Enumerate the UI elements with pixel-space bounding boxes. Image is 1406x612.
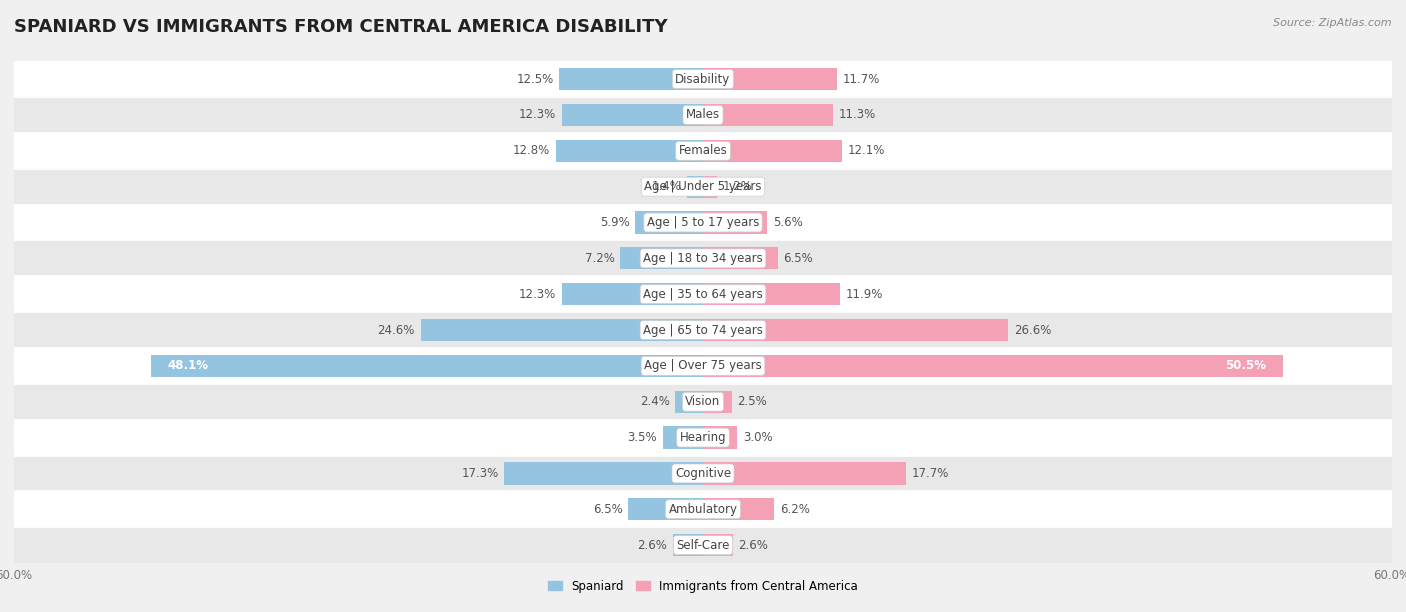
Text: Hearing: Hearing [679,431,727,444]
Bar [703,462,907,485]
Bar [688,176,703,198]
Text: 2.4%: 2.4% [640,395,669,408]
Text: Cognitive: Cognitive [675,467,731,480]
Text: Ambulatory: Ambulatory [668,503,738,516]
Text: 26.6%: 26.6% [1014,324,1052,337]
Text: 12.5%: 12.5% [516,73,554,86]
Text: Age | 65 to 74 years: Age | 65 to 74 years [643,324,763,337]
Text: 12.1%: 12.1% [848,144,884,157]
Text: SPANIARD VS IMMIGRANTS FROM CENTRAL AMERICA DISABILITY: SPANIARD VS IMMIGRANTS FROM CENTRAL AMER… [14,18,668,36]
Bar [14,133,1392,169]
Text: 17.3%: 17.3% [461,467,499,480]
Bar [562,104,703,126]
Bar [628,498,703,520]
Bar [560,68,703,90]
Bar [14,204,1392,241]
Bar [703,247,778,269]
Text: Vision: Vision [685,395,721,408]
Text: Age | Under 5 years: Age | Under 5 years [644,180,762,193]
Text: Females: Females [679,144,727,157]
Text: 2.6%: 2.6% [738,539,769,551]
Text: 6.5%: 6.5% [783,252,813,265]
Text: Age | 5 to 17 years: Age | 5 to 17 years [647,216,759,229]
Text: 1.4%: 1.4% [651,180,681,193]
Legend: Spaniard, Immigrants from Central America: Spaniard, Immigrants from Central Americ… [543,575,863,597]
Bar [14,455,1392,491]
Text: 5.9%: 5.9% [600,216,630,229]
Bar [703,140,842,162]
Bar [703,390,731,413]
Bar [14,527,1392,563]
Bar [703,498,775,520]
Bar [562,283,703,305]
Text: 50.5%: 50.5% [1225,359,1265,372]
Bar [703,176,717,198]
Bar [420,319,703,341]
Bar [555,140,703,162]
Bar [703,104,832,126]
Bar [14,348,1392,384]
Bar [673,534,703,556]
Text: Age | 35 to 64 years: Age | 35 to 64 years [643,288,763,300]
Bar [703,211,768,234]
Text: 24.6%: 24.6% [377,324,415,337]
Bar [703,355,1282,377]
Bar [675,390,703,413]
Text: Age | 18 to 34 years: Age | 18 to 34 years [643,252,763,265]
Bar [662,427,703,449]
Text: 3.5%: 3.5% [627,431,657,444]
Text: 5.6%: 5.6% [773,216,803,229]
Bar [14,97,1392,133]
Text: Source: ZipAtlas.com: Source: ZipAtlas.com [1274,18,1392,28]
Text: Age | Over 75 years: Age | Over 75 years [644,359,762,372]
Text: Disability: Disability [675,73,731,86]
Bar [703,534,733,556]
Text: 12.8%: 12.8% [513,144,550,157]
Text: 2.5%: 2.5% [738,395,768,408]
Bar [703,427,738,449]
Bar [150,355,703,377]
Bar [636,211,703,234]
Bar [703,319,1008,341]
Bar [14,491,1392,527]
Bar [14,61,1392,97]
Text: 3.0%: 3.0% [744,431,773,444]
Text: 12.3%: 12.3% [519,108,555,121]
Text: 11.7%: 11.7% [844,73,880,86]
Text: 48.1%: 48.1% [167,359,209,372]
Bar [703,283,839,305]
Bar [620,247,703,269]
Text: 2.6%: 2.6% [637,539,668,551]
Text: Males: Males [686,108,720,121]
Text: 12.3%: 12.3% [519,288,555,300]
Bar [14,169,1392,204]
Text: 11.3%: 11.3% [838,108,876,121]
Text: Self-Care: Self-Care [676,539,730,551]
Bar [505,462,703,485]
Text: 1.2%: 1.2% [723,180,752,193]
Text: 11.9%: 11.9% [845,288,883,300]
Text: 6.5%: 6.5% [593,503,623,516]
Text: 7.2%: 7.2% [585,252,614,265]
Text: 6.2%: 6.2% [780,503,810,516]
Bar [14,420,1392,455]
Bar [14,276,1392,312]
Bar [14,384,1392,420]
Bar [703,68,838,90]
Bar [14,241,1392,276]
Text: 17.7%: 17.7% [912,467,949,480]
Bar [14,312,1392,348]
